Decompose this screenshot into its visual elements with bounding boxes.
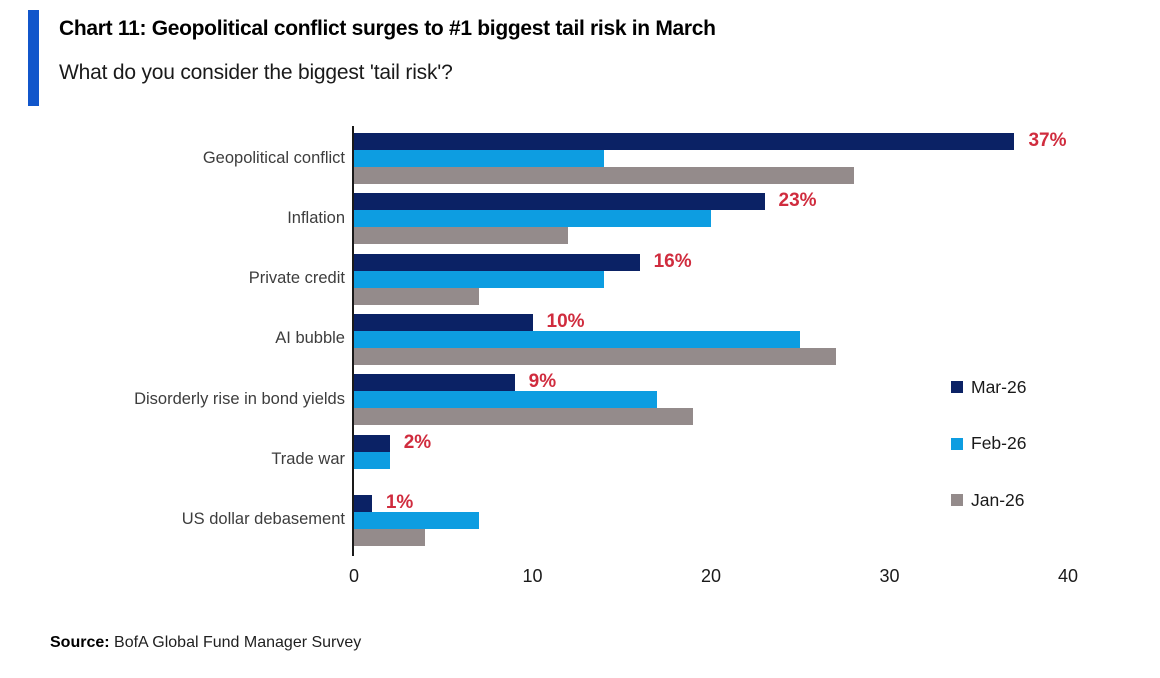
bar-jan-26 xyxy=(354,528,426,546)
data-label: 23% xyxy=(778,190,817,212)
legend-label: Feb-26 xyxy=(971,433,1027,453)
bar-jan-26 xyxy=(354,287,479,305)
bar-mar-26 xyxy=(354,494,372,512)
bar-mar-26 xyxy=(354,434,390,452)
x-tick-label: 40 xyxy=(1057,566,1079,586)
category-label: US dollar debasement xyxy=(181,510,345,529)
data-label: 1% xyxy=(385,491,414,513)
source-text: BofA Global Fund Manager Survey xyxy=(114,634,362,651)
bar-mar-26 xyxy=(354,193,765,211)
bar-feb-26 xyxy=(354,270,604,288)
legend-item-feb-26: Feb-26 xyxy=(951,433,1027,453)
bar-feb-26 xyxy=(354,330,801,348)
source-label: Source: xyxy=(50,634,110,651)
category-label: Private credit xyxy=(248,269,345,288)
data-label: 9% xyxy=(528,371,557,393)
chart-title: Chart 11: Geopolitical conflict surges t… xyxy=(59,17,716,40)
x-tick-label: 10 xyxy=(522,566,543,586)
accent-bar xyxy=(28,10,39,106)
bar-jan-26 xyxy=(354,167,854,184)
legend-item-mar-26: Mar-26 xyxy=(951,376,1027,397)
y-axis-line xyxy=(352,126,354,556)
legend-swatch-icon xyxy=(951,381,963,393)
x-tick-label: 30 xyxy=(879,566,900,586)
category-label: AI bubble xyxy=(275,329,345,348)
category-label: Disorderly rise in bond yields xyxy=(134,389,345,408)
bar-feb-26 xyxy=(354,210,711,228)
category-label: Inflation xyxy=(287,208,345,227)
x-tick-label: 0 xyxy=(348,566,359,586)
legend-item-jan-26: Jan-26 xyxy=(951,489,1025,510)
data-label: 10% xyxy=(546,310,585,332)
legend-label: Mar-26 xyxy=(971,376,1027,397)
bar-feb-26 xyxy=(354,391,658,409)
chart-subtitle: What do you consider the biggest 'tail r… xyxy=(59,61,453,84)
bar-feb-26 xyxy=(354,451,390,469)
category-label: Geopolitical conflict xyxy=(202,148,345,167)
x-tick-label: 20 xyxy=(700,566,722,586)
bar-jan-26 xyxy=(354,408,694,426)
source-line: Source: BofA Global Fund Manager Survey xyxy=(50,634,361,652)
bar-mar-26 xyxy=(354,253,640,271)
bar-jan-26 xyxy=(354,227,569,245)
legend-swatch-icon xyxy=(951,437,963,450)
bar-mar-26 xyxy=(354,133,1015,150)
bar-feb-26 xyxy=(354,511,479,529)
bar-mar-26 xyxy=(354,313,533,331)
category-label: Trade war xyxy=(271,450,345,468)
bar-mar-26 xyxy=(354,374,515,392)
legend-swatch-icon xyxy=(951,494,963,506)
bar-feb-26 xyxy=(354,150,604,167)
bar-jan-26 xyxy=(354,347,836,365)
data-label: 37% xyxy=(1028,130,1067,151)
data-label: 2% xyxy=(403,431,432,453)
data-label: 16% xyxy=(653,250,692,272)
legend-label: Jan-26 xyxy=(971,489,1025,510)
